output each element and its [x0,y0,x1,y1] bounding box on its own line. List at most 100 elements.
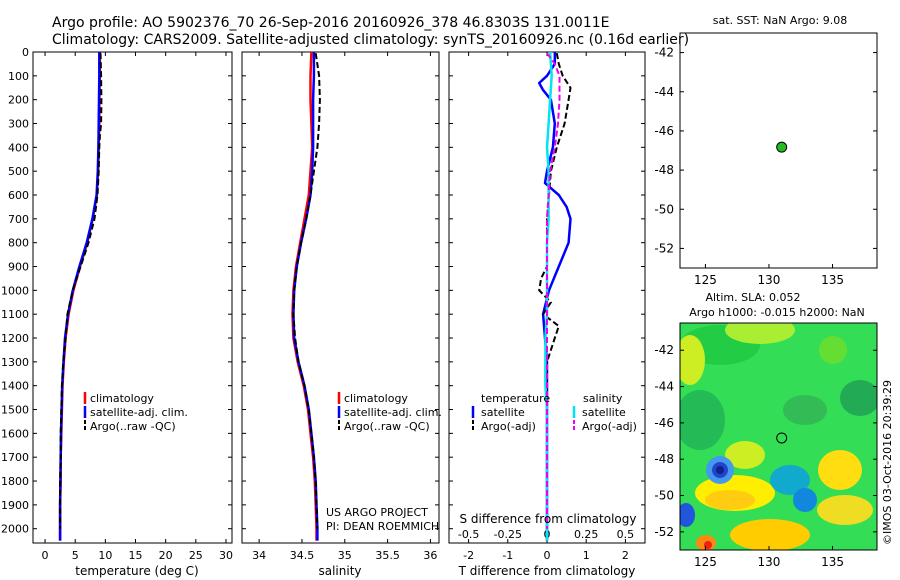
salinity-legend: climatology satellite-adj. clim. Argo(..… [337,392,442,433]
y-tick-label: 1500 [1,404,29,417]
x-tick-label: 36 [423,549,437,562]
sla-blob [818,450,862,490]
y-tick-label: 1200 [1,332,29,345]
y-tick-label: 1000 [1,284,29,297]
sla-blob [680,503,695,527]
y-tick-label: -42 [654,343,674,357]
series-line [537,52,572,541]
difference-xlabel-top: S difference from climatology [460,512,637,526]
y-tick-label: 0 [22,46,29,59]
x-tick-label-top: -0.25 [494,528,522,541]
ticks-layer: 0100200300400500600700800900100011001200… [1,46,877,569]
x-tick-label: -2 [463,549,474,562]
timestamp-label: ©IMOS 03-Oct-2016 20:39:29 [881,380,894,545]
temperature-legend: climatology satellite-adj. clim. Argo(..… [83,392,188,433]
legend-label: climatology [344,392,408,405]
y-tick-label: -44 [654,380,674,394]
x-tick-label: -1 [502,549,513,562]
salinity-axes [241,51,440,544]
x-tick-label: 130 [758,273,781,287]
x-tick-label: 135 [821,555,844,569]
y-tick-label: -42 [654,46,674,60]
legend-label: climatology [90,392,154,405]
x-tick-label: 125 [694,273,717,287]
legend-title-temperature: temperature [481,392,550,405]
sla-blob [680,335,705,385]
y-tick-label: 300 [8,118,29,131]
x-tick-label-top: 0.25 [574,528,599,541]
sla-blob [725,323,795,344]
sla-blob [770,465,810,495]
sla-map-title: Altim. SLA: 0.052 [705,291,800,304]
pi-label: PI: DEAN ROEMMICH [326,520,439,533]
x-tick-label: 125 [694,555,717,569]
lines-layer [58,51,572,541]
y-tick-label: 500 [8,165,29,178]
y-tick-label: 800 [8,237,29,250]
y-tick-label: -46 [654,124,674,138]
sla-heatmap [680,323,877,550]
y-tick-label: 1900 [1,499,29,512]
y-tick-label: -50 [654,202,674,216]
sla-blob [725,441,765,469]
argo-position-marker [776,432,788,444]
legend-label: Argo(-adj) [481,420,536,433]
legend-label: satellite-adj. clim. [344,406,442,419]
x-tick-label: 0 [544,549,551,562]
y-tick-label: -52 [654,525,674,539]
legend-label: satellite [481,406,525,419]
sla-blob [680,390,725,450]
y-tick-label: 200 [8,94,29,107]
x-tick-label: 5 [72,549,79,562]
x-tick-label: 0 [42,549,49,562]
y-tick-label: 1400 [1,380,29,393]
x-tick-label: 10 [98,549,112,562]
y-tick-label: 1300 [1,356,29,369]
legend-title-salinity: salinity [583,392,623,405]
temperature-xlabel: temperature (deg C) [75,564,198,578]
header-line2: Climatology: CARS2009. Satellite-adjuste… [52,32,689,48]
x-tick-label: 35.5 [375,549,400,562]
project-label: US ARGO PROJECT [326,506,428,519]
difference-xlabel: T difference from climatology [458,564,636,578]
legend-label: satellite [582,406,626,419]
temperature-axes [32,51,233,544]
sla-map-subtitle: Argo h1000: -0.015 h2000: NaN [689,306,865,319]
y-tick-label: -48 [654,452,674,466]
legend-label: Argo(..raw -QC) [90,420,176,433]
x-tick-label: 25 [189,549,203,562]
x-tick-label: 130 [758,555,781,569]
header-line1: Argo profile: AO 5902376_70 26-Sep-2016 … [52,15,609,31]
y-tick-label: -52 [654,241,674,255]
legend-label: satellite-adj. clim. [90,406,188,419]
y-tick-label: 1800 [1,475,29,488]
x-tick-label: 30 [219,549,233,562]
x-tick-label: 20 [159,549,173,562]
series-line [58,52,101,541]
sla-blob [793,488,817,512]
argo-position-marker [776,141,788,153]
y-tick-label: -50 [654,489,674,503]
sla-blob [705,490,755,510]
sla-blob [704,541,712,549]
sst-map-axes [679,32,878,269]
y-tick-label: -46 [654,416,674,430]
series-line [546,52,561,529]
x-tick-label: 135 [821,273,844,287]
y-tick-label: 1700 [1,451,29,464]
y-tick-label: 400 [8,141,29,154]
sla-map-axes [679,322,878,551]
series-line [58,52,102,541]
x-tick-label: 1 [583,549,590,562]
y-tick-label: 600 [8,189,29,202]
legend-label: Argo(-adj) [582,420,637,433]
series-line [59,53,103,529]
sst-map-title: sat. SST: NaN Argo: 9.08 [713,14,847,27]
markers-layer [776,141,788,444]
x-tick-label-top: -0.5 [458,528,479,541]
y-tick-label: 1100 [1,308,29,321]
sla-blob [819,336,847,364]
y-tick-label: 1600 [1,427,29,440]
y-tick-label: 2000 [1,523,29,536]
y-tick-label: 100 [8,70,29,83]
